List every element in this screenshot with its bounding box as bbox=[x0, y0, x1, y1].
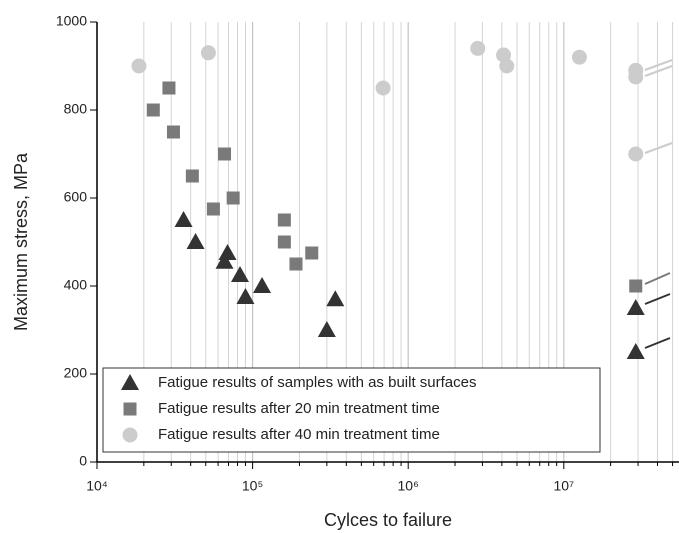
square-point bbox=[305, 246, 319, 260]
runout-arrows bbox=[644, 59, 673, 349]
y-tick-label: 0 bbox=[79, 453, 87, 469]
square-point bbox=[166, 125, 180, 139]
square-point bbox=[289, 257, 303, 271]
y-axis-title: Maximum stress, MPa bbox=[11, 152, 31, 331]
arrow bbox=[644, 293, 671, 305]
triangle-point bbox=[626, 299, 645, 315]
legend-label: Fatigue results after 40 min treatment t… bbox=[158, 426, 440, 443]
arrow bbox=[644, 337, 671, 349]
triangle-point bbox=[121, 374, 139, 390]
legend-box bbox=[102, 367, 601, 453]
triangle-point bbox=[186, 233, 205, 249]
circle-point bbox=[375, 80, 391, 96]
y-tick-label: 400 bbox=[64, 277, 88, 293]
circle-point bbox=[200, 45, 216, 61]
square-point bbox=[226, 191, 240, 205]
triangle-point bbox=[326, 290, 345, 307]
circle-point bbox=[499, 58, 515, 74]
triangle-point bbox=[231, 266, 250, 282]
square-point bbox=[162, 81, 176, 95]
circle-point bbox=[122, 427, 138, 443]
circle-point bbox=[628, 146, 644, 162]
legend: Fatigue results of samples with as built… bbox=[102, 367, 601, 453]
x-tick-label: 10⁷ bbox=[553, 478, 574, 494]
triangle-point bbox=[215, 252, 234, 269]
square-point bbox=[629, 279, 643, 293]
square-point bbox=[206, 202, 220, 216]
triangle-point bbox=[253, 277, 272, 293]
arrow bbox=[644, 59, 673, 71]
arrow bbox=[644, 142, 673, 154]
square-point bbox=[277, 213, 291, 227]
arrow bbox=[644, 272, 671, 285]
circle-point bbox=[628, 69, 644, 85]
triangle-point bbox=[236, 288, 255, 304]
y-tick-label: 200 bbox=[64, 365, 88, 381]
square-point bbox=[123, 402, 137, 416]
legend-label: Fatigue results of samples with as built… bbox=[158, 374, 476, 391]
square-point bbox=[185, 169, 199, 183]
y-tick-label: 800 bbox=[64, 101, 88, 117]
x-tick-label: 10⁶ bbox=[398, 478, 419, 494]
circle-point bbox=[470, 40, 486, 56]
triangle-point bbox=[218, 244, 237, 260]
square-point bbox=[218, 147, 232, 161]
legend-label: Fatigue results after 20 min treatment t… bbox=[158, 400, 440, 417]
x-tick-label: 10⁴ bbox=[86, 478, 108, 494]
triangle-point bbox=[626, 343, 645, 359]
square-point bbox=[146, 103, 160, 117]
triangle-point bbox=[317, 321, 336, 337]
x-axis-title: Cylces to failure bbox=[324, 510, 452, 530]
circle-point bbox=[131, 58, 147, 74]
arrow bbox=[644, 65, 673, 77]
circle-point bbox=[571, 49, 587, 65]
y-tick-label: 1000 bbox=[56, 13, 87, 29]
x-tick-label: 10⁵ bbox=[242, 478, 263, 494]
triangle-point bbox=[174, 211, 193, 227]
y-tick-label: 600 bbox=[64, 189, 88, 205]
marks bbox=[131, 40, 645, 359]
square-point bbox=[277, 235, 291, 249]
